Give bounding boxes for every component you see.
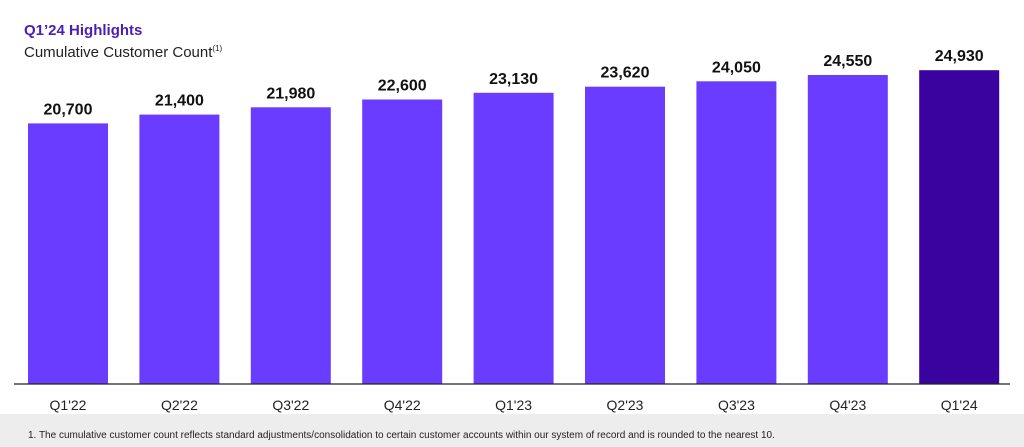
value-label: 24,050 — [712, 59, 761, 76]
page-title: Q1’24 Highlights — [24, 22, 143, 39]
x-tick-label: Q3'23 — [718, 397, 755, 413]
value-label: 21,400 — [155, 93, 204, 110]
bars-group — [28, 70, 1000, 385]
value-label: 24,930 — [935, 48, 984, 65]
bar-q122 — [28, 123, 108, 385]
value-label: 24,550 — [823, 53, 872, 70]
bar-q323 — [696, 81, 777, 385]
bar-q123 — [473, 92, 554, 385]
bar-q322 — [250, 107, 331, 385]
chart-subtitle-text: Cumulative Customer Count — [24, 44, 213, 61]
x-tick-label: Q1'23 — [495, 397, 532, 413]
chart-subtitle: Cumulative Customer Count(1) — [24, 44, 222, 61]
value-label: 22,600 — [378, 78, 427, 95]
x-tick-label: Q2'22 — [161, 397, 198, 413]
x-tick-label: Q1'22 — [50, 397, 87, 413]
x-tick-label: Q4'23 — [829, 397, 866, 413]
bar-q223 — [585, 86, 665, 384]
bar-q422 — [362, 99, 443, 384]
tick-labels-group: Q1'22 Q2'22 Q3'22 Q4'22 Q1'23 Q2'23 Q3'23 Q4'23… — [50, 397, 978, 413]
x-tick-label: Q1'24 — [941, 397, 978, 413]
footnote-marker: (1) — [212, 44, 223, 53]
footnote-text: 1. The cumulative customer count reflect… — [28, 430, 775, 441]
bar-chart: 20,700 21,400 21,980 22,600 23,130 23,620 24,0… — [14, 48, 1010, 413]
x-tick-label: Q3'22 — [272, 397, 309, 413]
value-label: 20,700 — [44, 101, 93, 118]
bar-q124 — [919, 70, 1000, 384]
value-label: 21,980 — [266, 85, 315, 102]
bar-q222 — [139, 114, 220, 384]
footnote-band: 1. The cumulative customer count reflect… — [0, 414, 1024, 447]
value-label: 23,130 — [489, 71, 538, 88]
x-tick-label: Q2'23 — [607, 397, 644, 413]
bar-q423 — [807, 75, 888, 384]
value-labels-group: 20,700 21,400 21,980 22,600 23,130 23,620 24,0… — [44, 48, 984, 118]
value-label: 23,620 — [601, 65, 650, 82]
x-tick-label: Q4'22 — [384, 397, 421, 413]
